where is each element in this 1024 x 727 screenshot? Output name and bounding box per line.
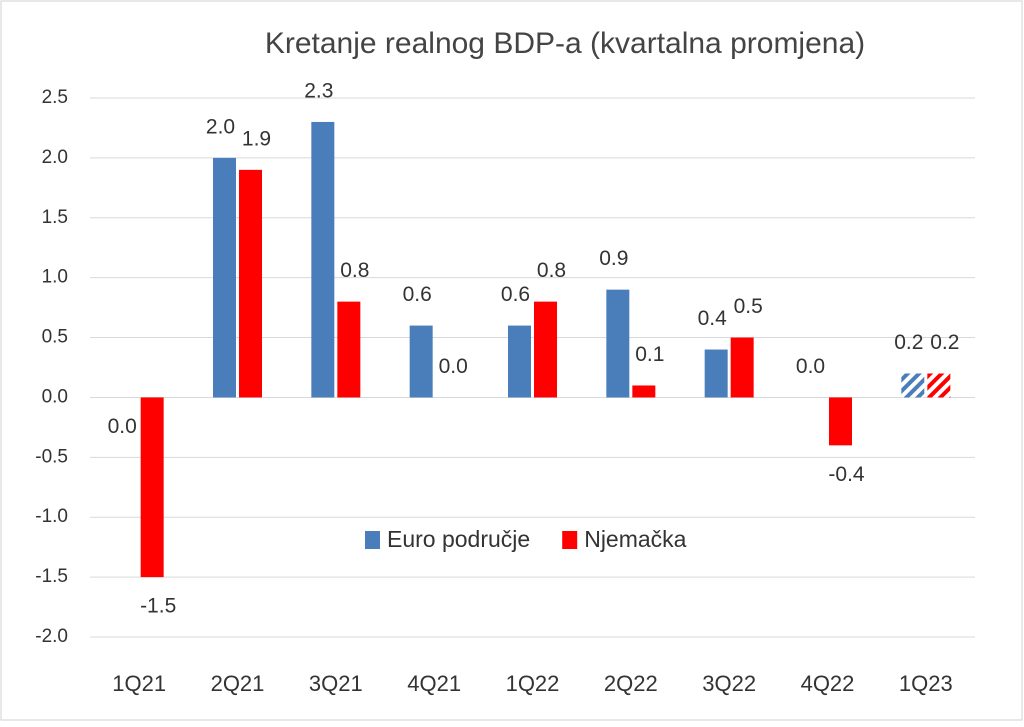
bar: [927, 373, 951, 398]
y-tick-label: -2.0: [35, 626, 68, 647]
y-tick-label: -1.5: [35, 566, 68, 587]
x-tick-label: 1Q22: [506, 671, 560, 696]
y-tick-label: -1.0: [35, 506, 68, 527]
value-label: 0.6: [501, 283, 530, 306]
value-label: 2.0: [206, 115, 235, 138]
x-tick-label: 3Q22: [702, 671, 756, 696]
legend-label: Euro područje: [387, 526, 530, 552]
x-tick-label: 3Q21: [309, 671, 363, 696]
x-tick-label: 2Q21: [211, 671, 265, 696]
value-label: 0.6: [403, 283, 432, 306]
x-tick-label: 4Q21: [407, 671, 461, 696]
value-label: -0.4: [828, 463, 865, 486]
y-tick-label: 0.0: [42, 386, 68, 407]
value-label: 0.9: [599, 247, 628, 270]
y-tick-label: -0.5: [35, 446, 68, 467]
value-label: -1.5: [140, 595, 176, 618]
bar: [901, 373, 925, 398]
x-tick-label: 1Q23: [899, 671, 953, 696]
value-label: 0.8: [340, 259, 369, 282]
bar: [337, 301, 361, 398]
value-label: 0.2: [894, 331, 923, 354]
value-label: 0.4: [698, 307, 728, 330]
bar: [534, 301, 557, 398]
bar: [606, 289, 630, 398]
value-label: 2.3: [304, 80, 333, 103]
bar: [213, 157, 236, 398]
bar: [409, 325, 433, 398]
value-label: 0.0: [796, 355, 825, 378]
x-tick-label: 1Q21: [112, 671, 166, 696]
x-tick-label: 4Q22: [801, 671, 855, 696]
legend-label: Njemačka: [584, 526, 686, 552]
y-tick-label: 1.0: [42, 267, 68, 288]
bar: [632, 385, 656, 398]
legend-swatch: [562, 531, 578, 549]
value-label: 0.0: [108, 415, 137, 438]
y-tick-label: 2.5: [42, 87, 68, 108]
value-label: 0.8: [537, 259, 566, 282]
bar: [704, 349, 728, 398]
legend-swatch: [365, 531, 380, 549]
y-tick-label: 0.5: [42, 327, 68, 348]
value-label: 0.2: [930, 331, 959, 354]
value-label: 0.1: [635, 343, 664, 366]
chart-title: Kretanje realnog BDP-a (kvartalna promje…: [265, 27, 865, 60]
bar: [239, 169, 262, 398]
x-tick-label: 2Q22: [604, 671, 658, 696]
y-tick-label: 2.0: [42, 147, 68, 168]
bar: [311, 121, 335, 398]
bar: [730, 337, 754, 398]
value-label: 0.5: [734, 295, 763, 318]
value-label: 1.9: [242, 127, 271, 150]
bar: [508, 325, 531, 398]
bar: [140, 397, 164, 578]
value-label: 0.0: [439, 355, 468, 378]
y-tick-label: 1.5: [42, 207, 68, 228]
bar: [829, 397, 852, 446]
